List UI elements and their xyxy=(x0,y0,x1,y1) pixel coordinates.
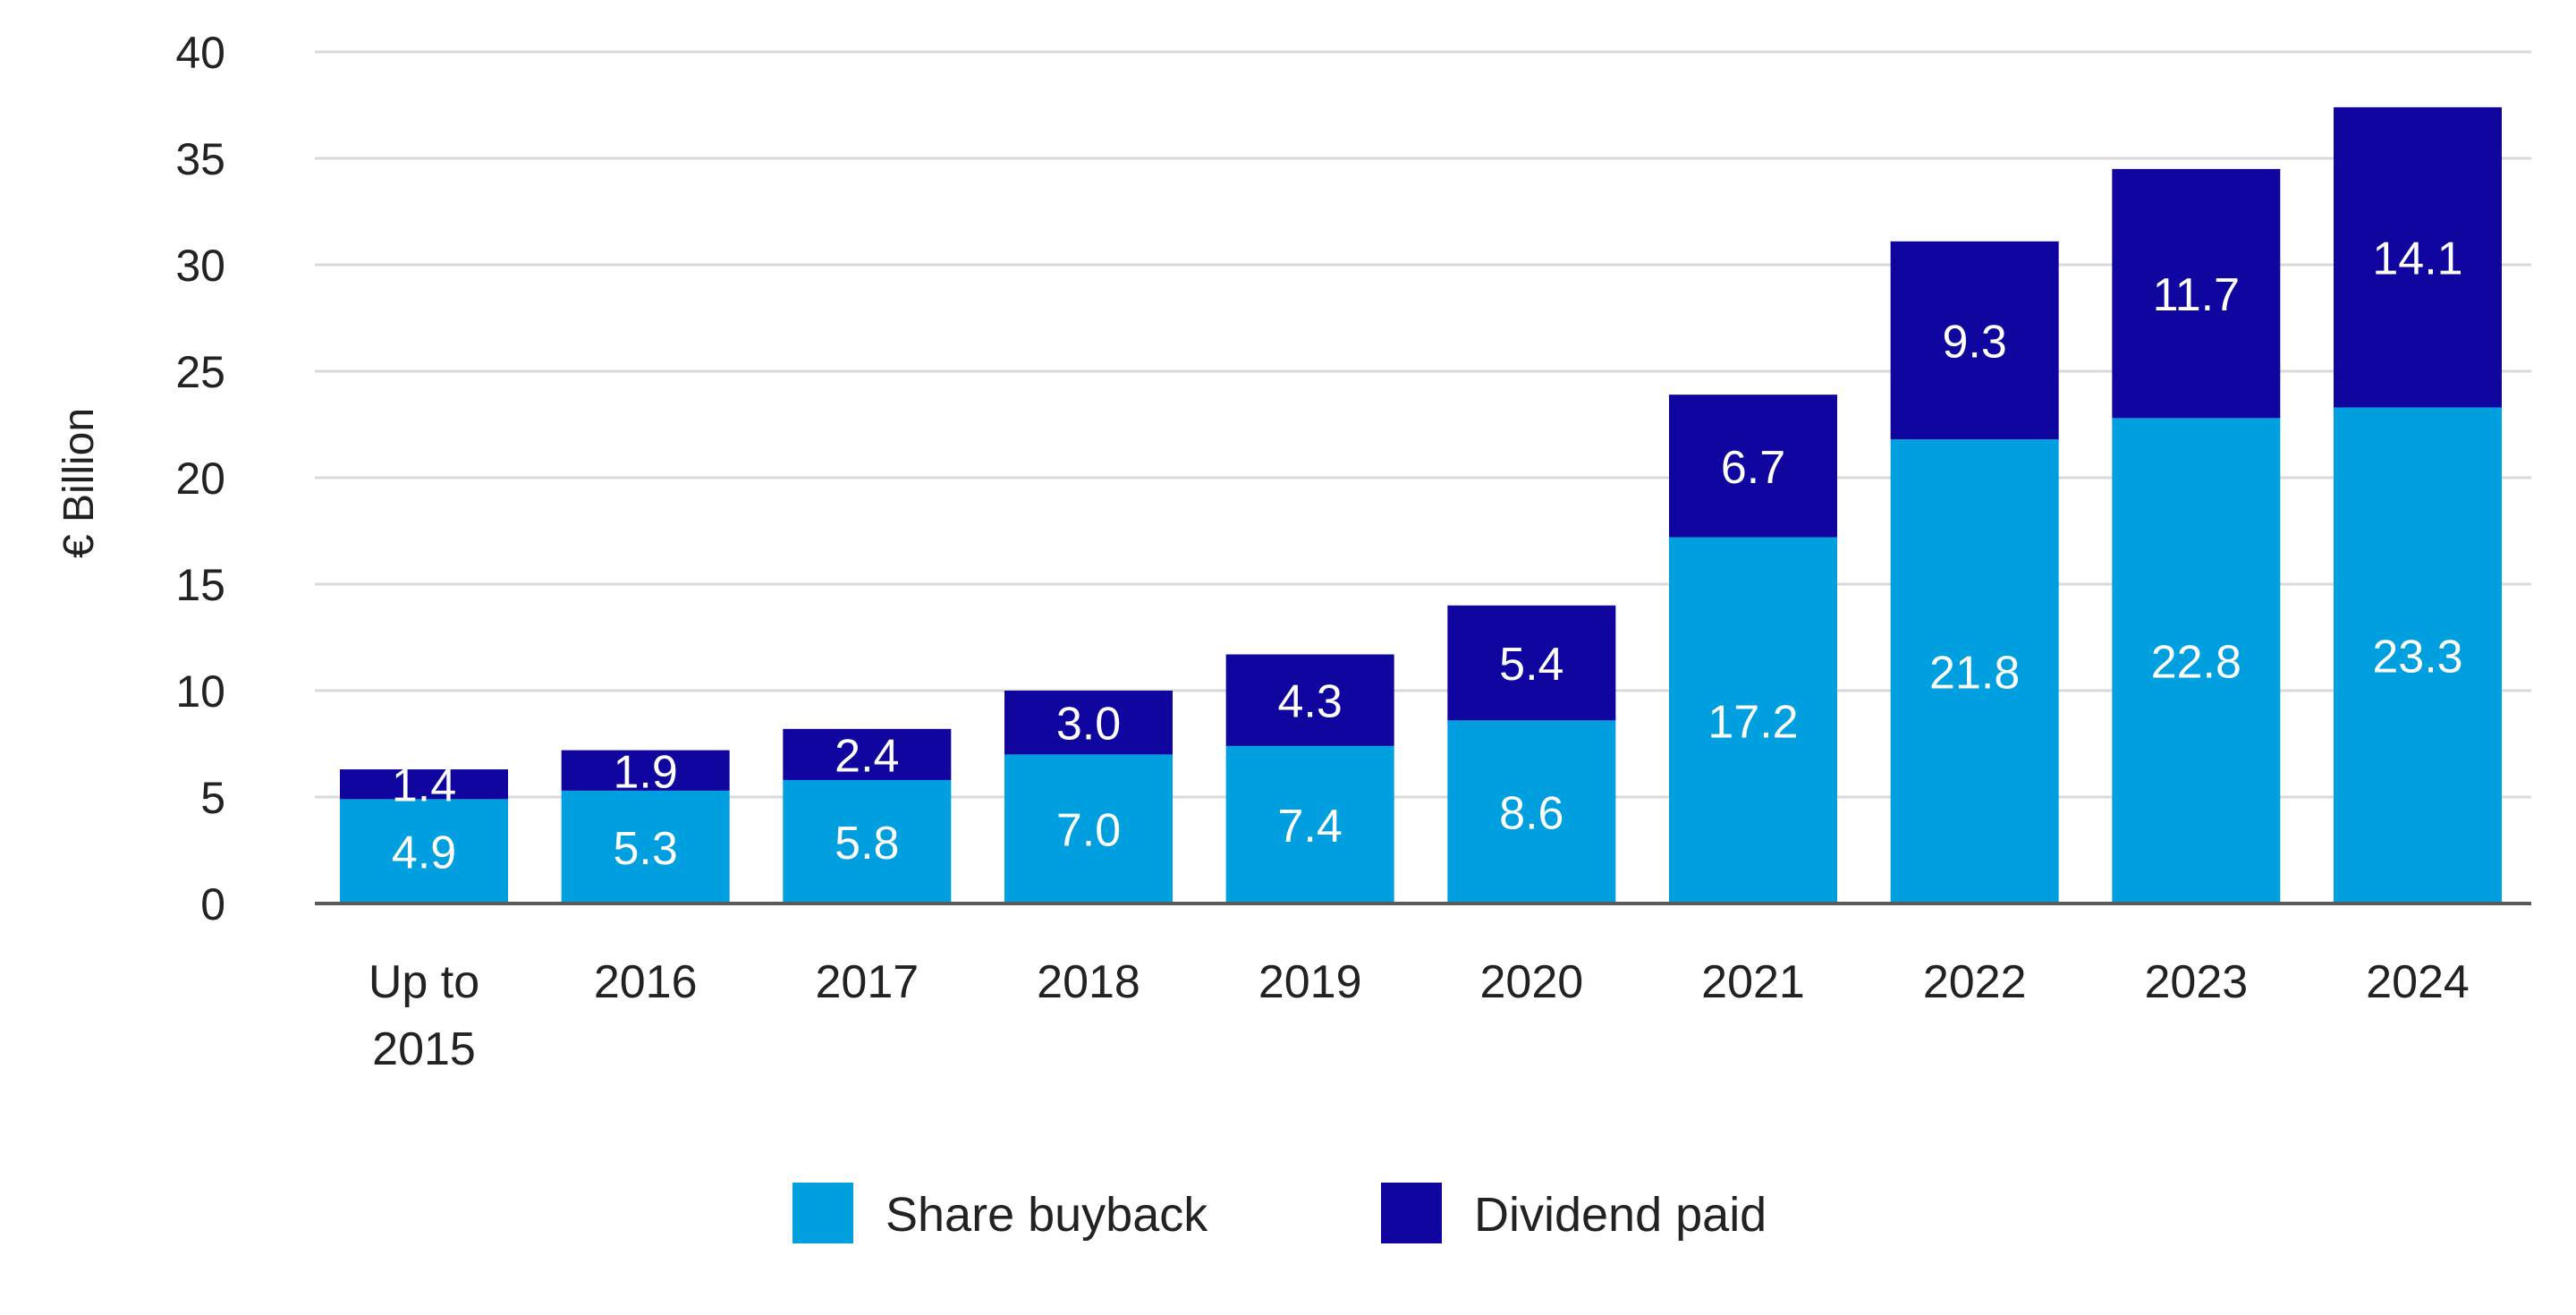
x-tick-label: 2020 xyxy=(1479,956,1583,1008)
data-label: 4.3 xyxy=(1278,676,1343,728)
data-label: 3.0 xyxy=(1056,699,1121,751)
data-label: 6.7 xyxy=(1721,442,1785,494)
bar-segment xyxy=(561,750,730,791)
y-axis-label: € Billion xyxy=(55,408,103,558)
data-label: 5.4 xyxy=(1499,639,1563,691)
data-label: 5.3 xyxy=(614,823,678,875)
data-label: 23.3 xyxy=(2372,632,2462,683)
x-tick-label: 2021 xyxy=(1701,956,1805,1008)
data-label: 2.4 xyxy=(835,730,899,782)
y-tick-label: 20 xyxy=(175,454,225,504)
data-label: 9.3 xyxy=(1943,316,2007,368)
x-tick-label: 2023 xyxy=(2144,956,2248,1008)
bar-segment xyxy=(783,728,952,780)
y-tick-label: 5 xyxy=(200,773,225,823)
legend-label: Share buyback xyxy=(886,1188,1208,1242)
bar-segment xyxy=(2112,168,2281,419)
gridlines xyxy=(315,50,2531,799)
data-label: 17.2 xyxy=(1707,696,1798,748)
y-tick-label: 0 xyxy=(200,879,225,929)
y-tick-label: 40 xyxy=(175,28,225,78)
bar-segment xyxy=(1447,720,1616,904)
bar-segment xyxy=(1004,691,1173,755)
bar-segment xyxy=(1669,537,1837,904)
y-tick-label: 35 xyxy=(175,134,225,184)
legend: Share buyback Dividend paid xyxy=(792,1183,1767,1243)
bar-segment xyxy=(1890,241,2059,440)
bar-segment xyxy=(1890,439,2059,904)
bar-segment xyxy=(1225,654,1394,746)
bar-segment xyxy=(1669,394,1837,538)
x-tick-label: 2015 xyxy=(372,1023,476,1075)
legend-swatch xyxy=(1381,1183,1442,1243)
bar-segment xyxy=(2112,418,2281,904)
y-tick-label: 30 xyxy=(175,241,225,291)
legend-label: Dividend paid xyxy=(1474,1188,1767,1242)
x-tick-label: 2017 xyxy=(815,956,919,1008)
data-label: 21.8 xyxy=(1929,648,2020,700)
data-label: 1.4 xyxy=(392,760,456,812)
data-label: 5.8 xyxy=(835,818,899,870)
bar-segment xyxy=(340,799,508,904)
data-label: 1.9 xyxy=(614,746,678,798)
data-label: 4.9 xyxy=(392,827,456,879)
data-label: 22.8 xyxy=(2151,637,2241,689)
bar-segment xyxy=(340,769,508,800)
y-tick-label: 15 xyxy=(175,560,225,610)
axes: 0 5 10 15 20 25 30 35 40 Up to 2015 2016 2017 2018 201… xyxy=(175,28,2531,1075)
data-label: 7.0 xyxy=(1056,805,1121,857)
x-tick-label: 2022 xyxy=(1923,956,2027,1008)
bar-segment xyxy=(561,790,730,904)
bars xyxy=(340,106,2502,904)
legend-swatch xyxy=(792,1183,853,1243)
data-label: 8.6 xyxy=(1499,788,1563,840)
x-tick-label: 2016 xyxy=(594,956,698,1008)
x-tick-label: Up to xyxy=(369,956,479,1008)
data-label: 14.1 xyxy=(2372,233,2462,285)
x-tick-label: 2018 xyxy=(1037,956,1140,1008)
data-label: 7.4 xyxy=(1278,801,1343,853)
bar-segment xyxy=(1225,745,1394,904)
data-labels: 4.9 1.4 5.3 1.9 5.8 2.4 7.0 3.0 7.4 4.3 8.6 5.4 17.2… xyxy=(392,233,2463,879)
bar-segment xyxy=(2334,106,2502,408)
x-tick-label: 2019 xyxy=(1258,956,1362,1008)
data-label: 11.7 xyxy=(2153,269,2240,321)
bar-segment xyxy=(2334,407,2502,904)
bar-segment xyxy=(1447,605,1616,721)
bar-segment xyxy=(783,779,952,904)
y-tick-label: 25 xyxy=(175,347,225,397)
bar-segment xyxy=(1004,754,1173,904)
x-tick-label: 2024 xyxy=(2366,956,2470,1008)
y-tick-label: 10 xyxy=(175,666,225,717)
